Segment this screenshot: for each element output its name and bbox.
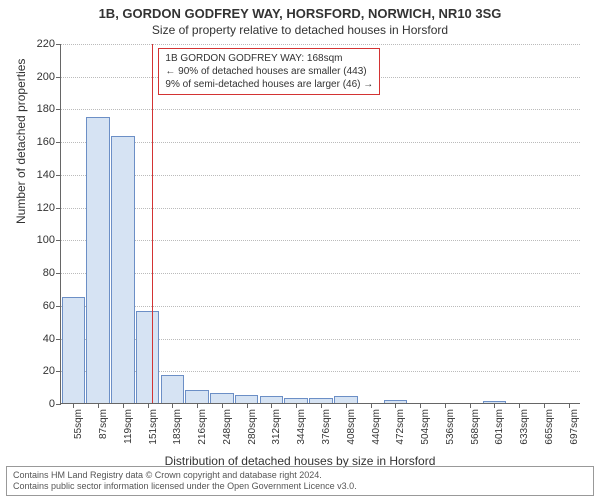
xtick-mark <box>494 403 495 408</box>
xtick-mark <box>73 403 74 408</box>
ytick-label: 160 <box>37 136 55 148</box>
xtick-mark <box>123 403 124 408</box>
xtick-label: 87sqm <box>98 409 109 439</box>
reference-line <box>152 44 153 403</box>
gridline-h <box>61 142 580 143</box>
xtick-mark <box>519 403 520 408</box>
gridline-h <box>61 306 580 307</box>
ytick-label: 0 <box>49 398 55 410</box>
ytick-mark <box>56 306 61 307</box>
annotation-line: ← 90% of detached houses are smaller (44… <box>165 65 373 78</box>
ytick-label: 220 <box>37 38 55 50</box>
xtick-mark <box>544 403 545 408</box>
xtick-label: 55sqm <box>73 409 84 439</box>
ytick-label: 80 <box>43 267 55 279</box>
xtick-mark <box>172 403 173 408</box>
gridline-h <box>61 208 580 209</box>
xtick-label: 536sqm <box>445 409 456 445</box>
footer-line-1: Contains HM Land Registry data © Crown c… <box>13 470 587 481</box>
xtick-label: 151sqm <box>148 409 159 445</box>
xtick-label: 408sqm <box>346 409 357 445</box>
xtick-label: 568sqm <box>470 409 481 445</box>
histogram-bar <box>210 393 234 403</box>
ytick-mark <box>56 339 61 340</box>
annotation-line: 1B GORDON GODFREY WAY: 168sqm <box>165 52 373 65</box>
ytick-mark <box>56 109 61 110</box>
gridline-h <box>61 273 580 274</box>
xtick-mark <box>470 403 471 408</box>
histogram-bar <box>161 375 185 403</box>
xtick-mark <box>222 403 223 408</box>
xtick-mark <box>321 403 322 408</box>
histogram-bar <box>86 117 110 403</box>
xtick-mark <box>271 403 272 408</box>
gridline-h <box>61 240 580 241</box>
chart-title-sub: Size of property relative to detached ho… <box>0 21 600 37</box>
xtick-mark <box>420 403 421 408</box>
histogram-bar <box>235 395 259 403</box>
histogram-bar <box>111 136 135 403</box>
gridline-h <box>61 109 580 110</box>
xtick-label: 248sqm <box>222 409 233 445</box>
xtick-mark <box>247 403 248 408</box>
xtick-label: 633sqm <box>519 409 530 445</box>
xtick-mark <box>395 403 396 408</box>
xtick-label: 183sqm <box>172 409 183 445</box>
xtick-mark <box>569 403 570 408</box>
chart-plot-region: 02040608010012014016018020022055sqm87sqm… <box>60 44 580 404</box>
annotation-box: 1B GORDON GODFREY WAY: 168sqm← 90% of de… <box>158 48 380 95</box>
xtick-label: 119sqm <box>123 409 134 444</box>
ytick-mark <box>56 208 61 209</box>
xtick-mark <box>346 403 347 408</box>
xtick-mark <box>98 403 99 408</box>
ytick-mark <box>56 240 61 241</box>
gridline-h <box>61 44 580 45</box>
xtick-mark <box>148 403 149 408</box>
attribution-footer: Contains HM Land Registry data © Crown c… <box>6 466 594 497</box>
ytick-label: 200 <box>37 71 55 83</box>
ytick-mark <box>56 77 61 78</box>
histogram-bar <box>185 390 209 403</box>
xtick-label: 216sqm <box>197 409 208 445</box>
ytick-mark <box>56 404 61 405</box>
plot-area: 02040608010012014016018020022055sqm87sqm… <box>60 44 580 404</box>
xtick-label: 697sqm <box>569 409 580 445</box>
ytick-mark <box>56 175 61 176</box>
ytick-label: 60 <box>43 300 55 312</box>
xtick-label: 312sqm <box>271 409 282 445</box>
xtick-label: 472sqm <box>395 409 406 445</box>
ytick-mark <box>56 273 61 274</box>
xtick-label: 601sqm <box>494 409 505 445</box>
histogram-bar <box>62 297 86 403</box>
footer-line-2: Contains public sector information licen… <box>13 481 587 492</box>
ytick-mark <box>56 371 61 372</box>
xtick-label: 440sqm <box>371 409 382 445</box>
ytick-label: 20 <box>43 365 55 377</box>
ytick-label: 120 <box>37 202 55 214</box>
xtick-mark <box>371 403 372 408</box>
ytick-mark <box>56 142 61 143</box>
gridline-h <box>61 175 580 176</box>
ytick-label: 140 <box>37 169 55 181</box>
xtick-label: 665sqm <box>544 409 555 445</box>
ytick-label: 40 <box>43 333 55 345</box>
xtick-label: 376sqm <box>321 409 332 445</box>
y-axis-label: Number of detached properties <box>14 59 28 224</box>
chart-title-main: 1B, GORDON GODFREY WAY, HORSFORD, NORWIC… <box>0 0 600 21</box>
xtick-label: 280sqm <box>247 409 258 445</box>
xtick-mark <box>445 403 446 408</box>
histogram-bar <box>136 311 160 403</box>
ytick-mark <box>56 44 61 45</box>
xtick-mark <box>296 403 297 408</box>
annotation-line: 9% of semi-detached houses are larger (4… <box>165 78 373 91</box>
xtick-label: 344sqm <box>296 409 307 445</box>
ytick-label: 100 <box>37 234 55 246</box>
xtick-mark <box>197 403 198 408</box>
ytick-label: 180 <box>37 103 55 115</box>
xtick-label: 504sqm <box>420 409 431 445</box>
